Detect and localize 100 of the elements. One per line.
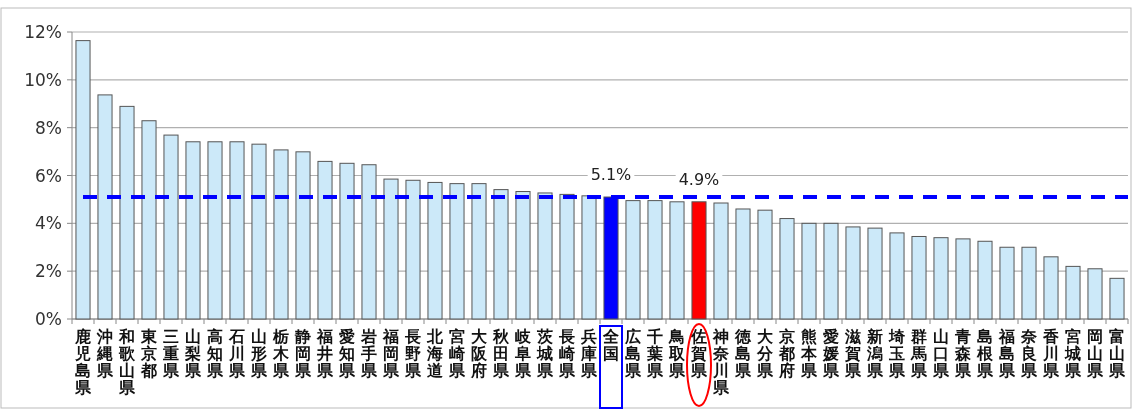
x-tick-label: 秋田県 bbox=[492, 327, 510, 380]
bar bbox=[383, 178, 399, 320]
x-tick-label: 大阪府 bbox=[470, 327, 488, 380]
x-tick-label: 山形県 bbox=[250, 327, 268, 380]
bar bbox=[867, 227, 883, 320]
x-tick-label: 滋賀県 bbox=[844, 327, 862, 380]
bar bbox=[493, 189, 509, 320]
x-tick-label: 兵庫県 bbox=[580, 327, 598, 380]
data-label: 5.1% bbox=[590, 165, 632, 185]
x-tick-label: 岡山県 bbox=[1086, 327, 1104, 380]
x-tick-label: 千葉県 bbox=[646, 327, 664, 380]
x-tick-label: 鳥取県 bbox=[668, 327, 686, 380]
y-tick-label: 2% bbox=[35, 261, 62, 282]
bar bbox=[735, 208, 751, 320]
x-tick-label: 香川県 bbox=[1042, 327, 1060, 380]
bar bbox=[1021, 246, 1037, 320]
bar bbox=[845, 226, 861, 320]
x-tick-label: 青森県 bbox=[954, 327, 972, 380]
x-tick-label: 佐賀県 bbox=[690, 327, 708, 380]
x-tick-label: 徳島県 bbox=[734, 327, 752, 380]
x-tick-label: 静岡県 bbox=[294, 327, 312, 380]
y-tick-label: 8% bbox=[35, 117, 62, 138]
x-tick-label: 新潟県 bbox=[866, 327, 884, 380]
bar bbox=[141, 120, 157, 320]
x-tick-label: 茨城県 bbox=[536, 327, 554, 380]
bar bbox=[911, 235, 927, 320]
bar bbox=[405, 179, 421, 320]
y-tick-label: 0% bbox=[35, 309, 62, 329]
bar bbox=[119, 105, 135, 320]
bar bbox=[625, 200, 641, 320]
data-label: 4.9% bbox=[678, 169, 720, 189]
bar bbox=[581, 195, 597, 320]
bar bbox=[1043, 256, 1059, 320]
x-tick-label: 岐阜県 bbox=[514, 327, 532, 380]
x-tick-label: 東京都 bbox=[140, 327, 158, 380]
bar bbox=[427, 181, 443, 320]
x-tick-label: 広島県 bbox=[624, 327, 642, 380]
bar bbox=[559, 193, 575, 320]
x-tick-label: 大分県 bbox=[756, 327, 774, 380]
bar bbox=[823, 222, 839, 320]
bar bbox=[977, 240, 993, 320]
x-tick-label: 埼玉県 bbox=[888, 327, 906, 380]
y-tick-label: 12% bbox=[24, 22, 62, 42]
bar bbox=[889, 232, 905, 320]
x-tick-label: 福井県 bbox=[316, 327, 334, 380]
x-tick-label: 鹿児島県 bbox=[74, 327, 92, 397]
x-tick-label: 三重県 bbox=[162, 327, 180, 380]
bar bbox=[999, 246, 1015, 320]
x-tick-label: 島根県 bbox=[976, 327, 994, 380]
x-tick-label: 福島県 bbox=[998, 327, 1016, 380]
bar bbox=[273, 149, 289, 320]
x-tick-label: 長崎県 bbox=[558, 327, 576, 380]
bar bbox=[537, 192, 553, 320]
x-tick-label: 山梨県 bbox=[184, 327, 202, 380]
bar bbox=[471, 183, 487, 320]
bar bbox=[339, 162, 355, 320]
bar bbox=[933, 237, 949, 320]
x-tick-label: 群馬県 bbox=[910, 327, 928, 380]
bar bbox=[229, 141, 245, 320]
bar bbox=[713, 202, 729, 320]
bar bbox=[1065, 265, 1081, 320]
bar bbox=[449, 183, 465, 320]
x-tick-label: 山口県 bbox=[932, 327, 950, 380]
y-tick-label: 10% bbox=[24, 69, 62, 90]
bar bbox=[779, 218, 795, 320]
x-tick-label: 和歌山県 bbox=[118, 327, 136, 397]
bar bbox=[801, 222, 817, 320]
bar bbox=[97, 94, 113, 320]
bar bbox=[361, 164, 377, 320]
x-tick-label: 愛媛県 bbox=[822, 327, 840, 380]
x-tick-label: 熊本県 bbox=[800, 327, 818, 380]
x-tick-label: 富山県 bbox=[1108, 327, 1126, 380]
bar bbox=[1087, 268, 1103, 320]
bar bbox=[515, 191, 531, 320]
x-tick-label: 神奈川県 bbox=[712, 327, 730, 397]
x-tick-label: 愛知県 bbox=[338, 327, 356, 380]
x-tick-label: 奈良県 bbox=[1020, 327, 1038, 380]
x-tick-label: 福岡県 bbox=[382, 327, 400, 380]
bar bbox=[955, 238, 971, 320]
bar bbox=[691, 201, 707, 320]
x-tick-label: 京都府 bbox=[778, 327, 795, 380]
bar bbox=[647, 200, 663, 320]
bar bbox=[207, 141, 223, 320]
y-tick-label: 6% bbox=[35, 165, 62, 186]
bar bbox=[163, 134, 179, 320]
x-tick-label: 長野県 bbox=[404, 327, 422, 380]
x-tick-label: 全国 bbox=[602, 327, 620, 363]
bar bbox=[1109, 277, 1125, 320]
x-tick-label: 沖縄県 bbox=[96, 327, 114, 380]
x-tick-label: 北海道 bbox=[426, 327, 444, 380]
x-tick-label: 石川県 bbox=[228, 327, 246, 380]
x-tick-label: 宮崎県 bbox=[448, 327, 466, 380]
bar bbox=[757, 209, 773, 320]
x-tick-label: 宮城県 bbox=[1064, 327, 1082, 380]
x-tick-label: 岩手県 bbox=[360, 327, 378, 380]
bar bbox=[317, 160, 333, 320]
x-tick-label: 高知県 bbox=[206, 327, 224, 380]
bar bbox=[251, 143, 267, 320]
x-tick-label: 栃木県 bbox=[272, 327, 290, 380]
bar bbox=[75, 40, 91, 320]
